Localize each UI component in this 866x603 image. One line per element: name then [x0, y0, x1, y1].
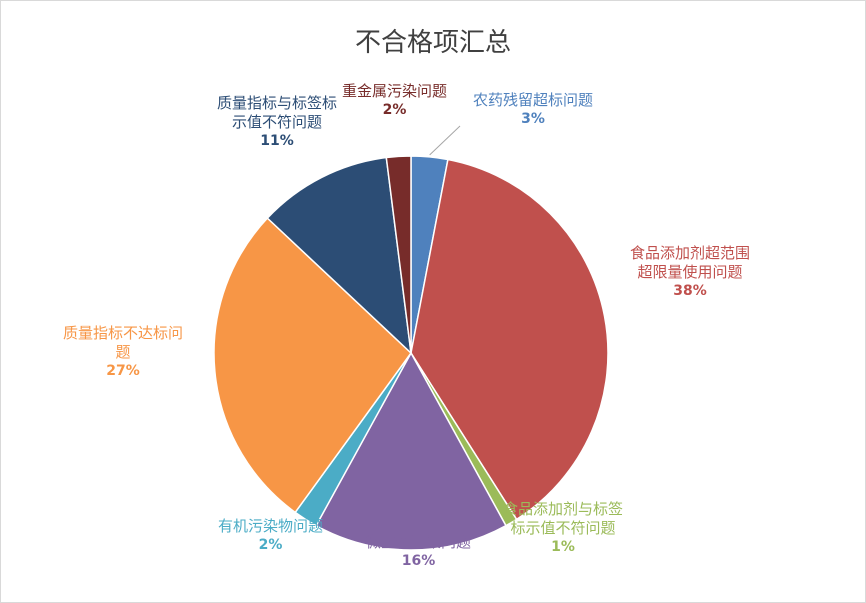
slice-percent: 27%: [106, 363, 140, 379]
slice-label: 质量指标不达标问题 27%: [63, 324, 183, 381]
slice-percent: 2%: [382, 102, 407, 118]
pie-slice: [385, 155, 412, 354]
slice-label-text: 标示值不符问题: [510, 519, 616, 537]
slice-label-text: 微生物污染问题: [366, 533, 472, 551]
slice-label: 食品添加剂超范围 超限量使用问题 38%: [630, 244, 750, 301]
slice-label: 微生物污染问题 16%: [366, 533, 471, 571]
slice-percent: 3%: [521, 111, 545, 127]
slice-percent: 11%: [260, 133, 294, 149]
slice-percent: 16%: [401, 553, 436, 569]
slice-label-text: 重金属污染问题: [342, 82, 448, 100]
slice-label-text: 有机污染物问题: [218, 517, 324, 535]
slice-label-text: 题: [115, 343, 131, 361]
slice-label: 有机污染物问题 2%: [218, 517, 323, 555]
slice-label-text: 食品添加剂与标签: [503, 500, 624, 518]
slice-label-text: 质量指标不达标问: [63, 324, 184, 342]
slice-label: 重金属污染问题 2%: [342, 82, 447, 120]
slice-label-text: 示值不符问题: [232, 113, 323, 131]
slice-label: 农药残留超标问题 3%: [473, 91, 593, 129]
slice-label: 质量指标与标签标 示值不符问题 11%: [217, 94, 337, 151]
pie-slice: [266, 156, 413, 355]
slice-percent: 1%: [551, 539, 575, 555]
slice-label-text: 质量指标与标签标: [217, 94, 338, 112]
slice-label: 食品添加剂与标签 标示值不符问题 1%: [503, 500, 623, 557]
slice-label-text: 超限量使用问题: [637, 263, 743, 281]
chart-title: 不合格项汇总: [354, 28, 511, 58]
pie-slice: [315, 351, 507, 551]
pie-slice: [213, 217, 412, 514]
slice-percent: 2%: [258, 537, 283, 553]
slice-label-text: 农药残留超标问题: [473, 91, 594, 109]
leader-line: [429, 125, 461, 156]
slice-percent: 38%: [673, 283, 707, 299]
slice-label-text: 食品添加剂超范围: [630, 244, 751, 262]
